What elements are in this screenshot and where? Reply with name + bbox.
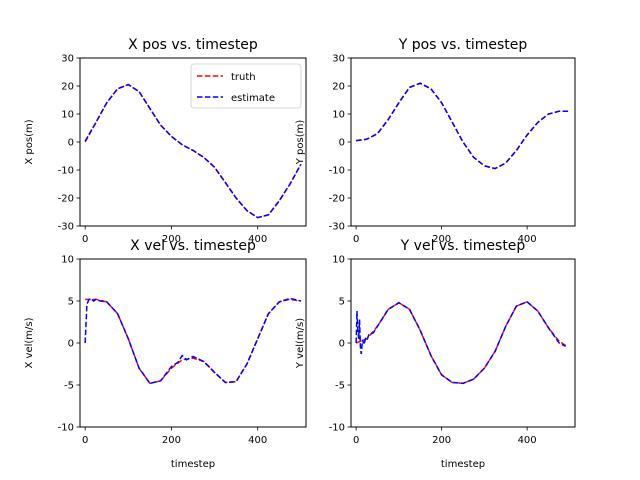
- x-tick-label: 400: [518, 234, 537, 245]
- plot-area: [351, 58, 575, 226]
- y-tick-label: 0: [68, 339, 74, 350]
- x-tick-label: 0: [82, 435, 88, 446]
- legend-label-truth: truth: [231, 72, 256, 83]
- y-tick-label: -10: [329, 423, 345, 434]
- x-tick-label: 200: [162, 234, 181, 245]
- chart-title: Y vel vs. timestep: [400, 238, 526, 254]
- x-tick-label: 200: [432, 234, 451, 245]
- series-line-estimate: [84, 297, 301, 385]
- y-tick-label: 20: [332, 82, 345, 93]
- chart-panel-4: 0 200 400 -10 -5 0 5 10 Y vel vs. timestep Y vel(…: [295, 238, 576, 470]
- y-tick-label: 30: [332, 54, 345, 65]
- plot-area: [80, 259, 306, 427]
- y-tick-label: -10: [58, 166, 74, 177]
- x-axis-label: timestep: [171, 459, 215, 470]
- y-axis-label: Y pos(m): [295, 120, 306, 166]
- y-axis-label: X pos(m): [24, 119, 35, 164]
- series-line-estimate: [355, 300, 566, 385]
- series-group: [84, 83, 302, 219]
- x-tick-label: 200: [162, 435, 181, 446]
- y-tick-label: 0: [339, 339, 345, 350]
- y-tick-label: 5: [68, 297, 74, 308]
- plot-area: [351, 259, 575, 427]
- y-tick-label: -20: [58, 194, 74, 205]
- y-tick-label: 20: [61, 82, 74, 93]
- series-group: [355, 300, 567, 385]
- chart-title: X vel vs. timestep: [130, 238, 256, 254]
- chart-title: X pos vs. timestep: [128, 37, 258, 53]
- y-axis-label: X vel(m/s): [24, 317, 35, 368]
- y-tick-label: -5: [335, 381, 345, 392]
- y-tick-label: 10: [332, 255, 345, 266]
- y-tick-label: 30: [61, 54, 74, 65]
- y-tick-label: 10: [61, 255, 74, 266]
- chart-title: Y pos vs. timestep: [398, 37, 528, 53]
- x-tick-label: 400: [248, 234, 267, 245]
- x-tick-label: 0: [353, 234, 359, 245]
- x-tick-label: 400: [518, 435, 537, 446]
- x-tick-label: 200: [432, 435, 451, 446]
- y-tick-label: -30: [329, 222, 345, 233]
- y-tick-label: 10: [61, 110, 74, 121]
- legend-label-estimate: estimate: [231, 93, 275, 104]
- legend-box: [190, 63, 302, 109]
- y-tick-label: -30: [58, 222, 74, 233]
- chart-panel-2: 0 200 400 -30 -20 -10 0 10 20 30 Y pos vs. timeste…: [295, 37, 576, 245]
- y-tick-label: -20: [329, 194, 345, 205]
- series-group: [84, 297, 301, 385]
- y-tick-label: -10: [58, 423, 74, 434]
- x-tick-label: 0: [353, 435, 359, 446]
- chart-panel-1: 0 200 400 -30 -20 -10 0 10 20 30 X pos vs. timeste…: [24, 37, 307, 245]
- y-tick-label: -10: [329, 166, 345, 177]
- y-tick-label: 0: [68, 138, 74, 149]
- x-axis-label: timestep: [441, 459, 485, 470]
- y-tick-label: 0: [339, 138, 345, 149]
- legend: truth estimate: [190, 63, 302, 109]
- x-tick-label: 0: [82, 234, 88, 245]
- y-axis-label: Y vel(m/s): [295, 318, 306, 369]
- y-tick-label: 5: [339, 297, 345, 308]
- y-tick-label: -5: [64, 381, 74, 392]
- chart-panel-3: 0 200 400 -10 -5 0 5 10 X vel vs. timestep X vel(…: [24, 238, 307, 470]
- series-line-estimate: [84, 83, 302, 219]
- y-tick-label: 10: [332, 110, 345, 121]
- x-tick-label: 400: [248, 435, 267, 446]
